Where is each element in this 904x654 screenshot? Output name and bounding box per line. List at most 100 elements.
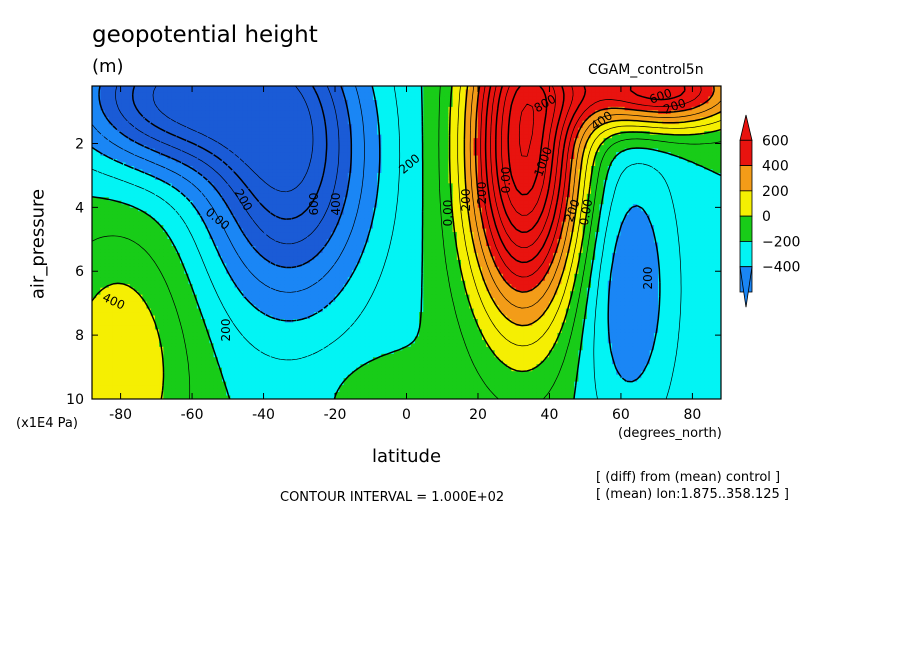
contour-cell — [234, 186, 240, 191]
contour-cell — [280, 86, 286, 91]
contour-cell — [251, 190, 257, 195]
contour-cell — [263, 162, 269, 167]
contour-cell — [649, 155, 655, 160]
contour-cell — [402, 96, 408, 101]
contour-cell — [150, 169, 156, 174]
contour-cell — [201, 162, 206, 167]
contour-cell — [645, 162, 651, 167]
contour-cell — [205, 155, 211, 160]
contour-cell — [284, 110, 290, 115]
contour-cell — [368, 92, 374, 98]
contour-cell — [146, 186, 152, 191]
contour-cell — [645, 124, 651, 129]
contour-cell — [641, 138, 647, 143]
contour-cell — [293, 186, 299, 191]
contour-cell — [339, 134, 345, 139]
contour-cell — [398, 148, 403, 153]
contour-cell — [343, 190, 349, 195]
contour-cell — [314, 190, 320, 195]
contour-cell — [481, 159, 487, 164]
contour-cell — [469, 159, 475, 164]
contour-cell — [544, 92, 550, 98]
contour-cell — [607, 141, 613, 146]
contour-cell — [221, 120, 227, 125]
contour-cell — [414, 141, 420, 146]
contour-cell — [154, 117, 160, 122]
contour-cell — [477, 110, 483, 115]
contour-cell — [192, 145, 198, 150]
contour-cell — [259, 159, 265, 164]
contour-cell — [293, 152, 299, 157]
contour-cell — [465, 155, 470, 160]
contour-cell — [574, 86, 580, 91]
contour-cell — [108, 127, 114, 132]
contour-cell — [532, 141, 538, 146]
contour-cell — [481, 131, 487, 136]
contour-cell — [481, 86, 487, 91]
contour-cell — [171, 186, 177, 191]
contour-cell — [247, 134, 252, 139]
contour-cell — [716, 179, 721, 184]
contour-cell — [691, 89, 697, 94]
contour-cell — [549, 92, 554, 98]
contour-cell — [372, 127, 378, 132]
contour-cell — [293, 120, 299, 125]
contour-cell — [196, 92, 202, 98]
contour-cell — [540, 86, 546, 91]
contour-cell — [469, 190, 475, 195]
contour-cell — [574, 145, 580, 150]
contour-cell — [230, 113, 236, 118]
contour-cell — [486, 141, 491, 146]
contour-cell — [192, 103, 198, 108]
contour-cell — [712, 134, 718, 139]
contour-cell — [632, 159, 638, 164]
contour-cell — [641, 186, 647, 191]
contour-cell — [205, 190, 211, 195]
contour-cell — [326, 186, 332, 191]
contour-cell — [276, 134, 282, 139]
contour-cell — [108, 89, 114, 94]
contour-cell — [582, 131, 588, 136]
contour-cell — [238, 165, 244, 171]
contour-cell — [167, 141, 173, 146]
contour-cell — [326, 162, 332, 167]
contour-cell — [540, 159, 546, 164]
contour-cell — [528, 148, 533, 153]
contour-cell — [540, 162, 546, 167]
contour-cell — [167, 89, 173, 94]
contour-cell — [628, 138, 634, 143]
contour-cell — [683, 106, 689, 111]
contour-cell — [192, 148, 198, 153]
contour-cell — [653, 169, 659, 174]
contour-cell — [221, 179, 227, 184]
contour-cell — [356, 183, 361, 188]
contour-cell — [347, 89, 353, 94]
contour-cell — [381, 179, 387, 184]
contour-cell — [297, 134, 303, 139]
contour-cell — [360, 124, 366, 129]
contour-cell — [398, 124, 403, 129]
contour-cell — [574, 186, 580, 191]
contour-cell — [456, 165, 462, 171]
contour-cell — [201, 200, 206, 205]
contour-cell — [620, 176, 626, 181]
contour-cell — [708, 86, 714, 91]
contour-cell — [142, 193, 148, 198]
contour-cell — [159, 162, 164, 167]
contour-cell — [347, 103, 353, 108]
contour-cell — [393, 131, 399, 136]
contour-cell — [272, 120, 278, 125]
contour-cell — [351, 162, 357, 167]
contour-cell — [649, 134, 655, 139]
contour-cell — [427, 110, 433, 115]
contour-cell — [423, 169, 429, 174]
contour-cell — [188, 92, 194, 98]
contour-cell — [456, 159, 462, 164]
contour-cell — [343, 176, 349, 181]
contour-cell — [440, 152, 445, 157]
contour-cell — [377, 193, 382, 198]
contour-cell — [272, 179, 278, 184]
contour-cell — [112, 190, 118, 195]
contour-cell — [196, 127, 202, 132]
